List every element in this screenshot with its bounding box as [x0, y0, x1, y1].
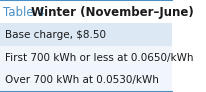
- Text: Winter (November–June): Winter (November–June): [27, 6, 193, 19]
- Text: Over 700 kWh at 0.0530/kWh: Over 700 kWh at 0.0530/kWh: [5, 76, 159, 85]
- Bar: [0, 69, 172, 92]
- Text: First 700 kWh or less at 0.0650/kWh: First 700 kWh or less at 0.0650/kWh: [5, 53, 194, 62]
- Text: Base charge, $8.50: Base charge, $8.50: [5, 30, 106, 39]
- Bar: [0, 46, 172, 69]
- Bar: [0, 23, 172, 46]
- Text: Table 4: Table 4: [4, 6, 45, 19]
- Bar: [0, 0, 172, 23]
